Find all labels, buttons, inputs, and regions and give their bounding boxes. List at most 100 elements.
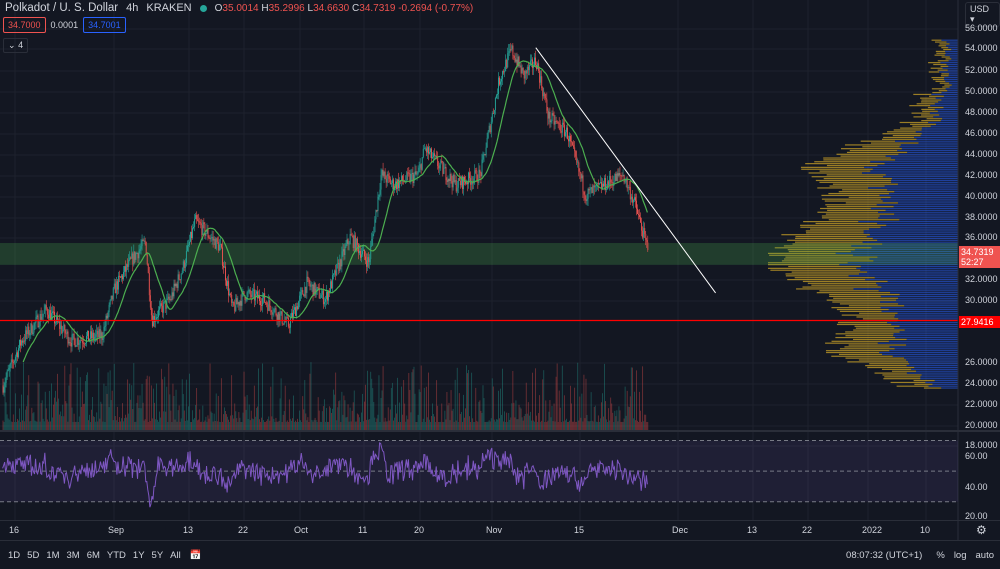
vp-up-bar (858, 273, 958, 275)
vp-down-bar (942, 86, 950, 88)
vp-down-bar (883, 136, 915, 139)
vp-up-bar (938, 101, 958, 103)
vp-up-bar (880, 198, 958, 200)
vp-down-bar (944, 84, 952, 86)
log-toggle[interactable]: log (953, 549, 967, 561)
candle-body (339, 259, 341, 272)
candle-body (329, 290, 331, 293)
volume-bar (463, 394, 464, 430)
range-1m[interactable]: 1M (46, 549, 60, 561)
volume-bar (54, 397, 55, 430)
range-5d[interactable]: 5D (27, 549, 40, 561)
vp-down-bar (821, 198, 881, 200)
interval[interactable]: 4h (126, 2, 139, 14)
candle-body (149, 295, 151, 308)
candle-body (314, 282, 316, 295)
volume-bar (437, 405, 439, 430)
volume-bar (41, 400, 43, 430)
volume-bar (123, 421, 124, 430)
price-tick: 54.0000 (965, 43, 998, 53)
vp-up-bar (945, 80, 958, 82)
candle-body (400, 180, 402, 182)
candle-body (224, 266, 225, 268)
volume-bar (365, 384, 366, 430)
symbol-name[interactable]: Polkadot / U. S. Dollar (5, 2, 119, 14)
clock[interactable]: 08:07:32 (UTC+1) (846, 549, 923, 561)
volume-bar (360, 421, 361, 430)
range-all[interactable]: All (170, 549, 181, 561)
candle-body (120, 276, 121, 278)
candle-body (530, 59, 532, 61)
volume-bar (366, 419, 367, 430)
volume-bar (432, 403, 433, 430)
vp-up-bar (939, 114, 958, 116)
candle-body (543, 93, 545, 97)
price-tick: 32.0000 (965, 274, 998, 284)
sell-button[interactable]: 34.7000 (3, 17, 46, 33)
volume-bars (2, 362, 649, 430)
vp-up-bar (882, 353, 958, 355)
vp-down-bar (835, 336, 896, 339)
settings-gear-icon[interactable]: ⚙ (976, 523, 987, 537)
vp-down-bar (788, 265, 861, 268)
volume-bar (543, 370, 545, 430)
range-5y[interactable]: 5Y (151, 549, 164, 561)
volume-bar (9, 362, 11, 430)
candle-body (179, 279, 181, 281)
volume-bar (537, 421, 538, 430)
volume-bar (36, 421, 38, 430)
volume-bar (224, 407, 225, 430)
range-6m[interactable]: 6M (86, 549, 100, 561)
volume-bar (597, 415, 599, 430)
candle-body (243, 291, 245, 296)
volume-bar (636, 370, 637, 430)
trend-line[interactable] (535, 47, 717, 294)
indicators-toggle[interactable]: ⌄ 4 (3, 38, 29, 53)
volume-bar (6, 414, 8, 430)
volume-bar (266, 420, 268, 430)
vp-up-bar (891, 181, 958, 183)
candle-body (327, 291, 328, 301)
vp-up-bar (893, 335, 958, 337)
vp-up-bar (930, 105, 958, 107)
candle-body (308, 277, 310, 284)
candle-body (74, 338, 76, 347)
vp-up-bar (933, 116, 958, 118)
vp-up-bar (881, 286, 958, 288)
candle-body (497, 93, 498, 96)
range-1y[interactable]: 1Y (132, 549, 145, 561)
volume-bar (384, 417, 386, 430)
volume-bar (612, 412, 614, 430)
auto-toggle[interactable]: auto (975, 549, 995, 561)
range-1d[interactable]: 1D (8, 549, 21, 561)
calendar-goto-icon[interactable]: 📅 (189, 549, 202, 561)
vp-down-bar (788, 250, 851, 253)
volume-bar (386, 421, 388, 430)
volume-bar (225, 410, 226, 430)
volume-bar (468, 369, 469, 430)
candle-body (240, 301, 242, 306)
candle-body (283, 320, 285, 325)
volume-bar (191, 421, 192, 430)
vp-up-bar (897, 149, 958, 152)
candle-body (485, 147, 487, 156)
candle-body (633, 197, 635, 201)
percent-toggle[interactable]: % (936, 549, 945, 561)
buy-button[interactable]: 34.7001 (83, 17, 126, 33)
range-3m[interactable]: 3M (66, 549, 80, 561)
candle-body (468, 172, 470, 185)
vp-up-bar (877, 164, 958, 167)
vp-down-bar (781, 234, 870, 236)
range-ytd[interactable]: YTD (106, 549, 126, 561)
candle-body (333, 273, 335, 275)
time-axis[interactable]: ⚙ 16 Sep 13 22 Oct 11 20 Nov 15 Dec 13 22 2022 10 (0, 520, 1000, 540)
volume-bar (99, 418, 101, 430)
candle-body (568, 138, 569, 142)
vp-up-bar (862, 172, 958, 174)
candle-body (518, 56, 520, 67)
volume-bar (81, 391, 83, 430)
volume-bar (136, 402, 138, 430)
volume-bar (286, 420, 288, 430)
candle-body (186, 245, 188, 251)
